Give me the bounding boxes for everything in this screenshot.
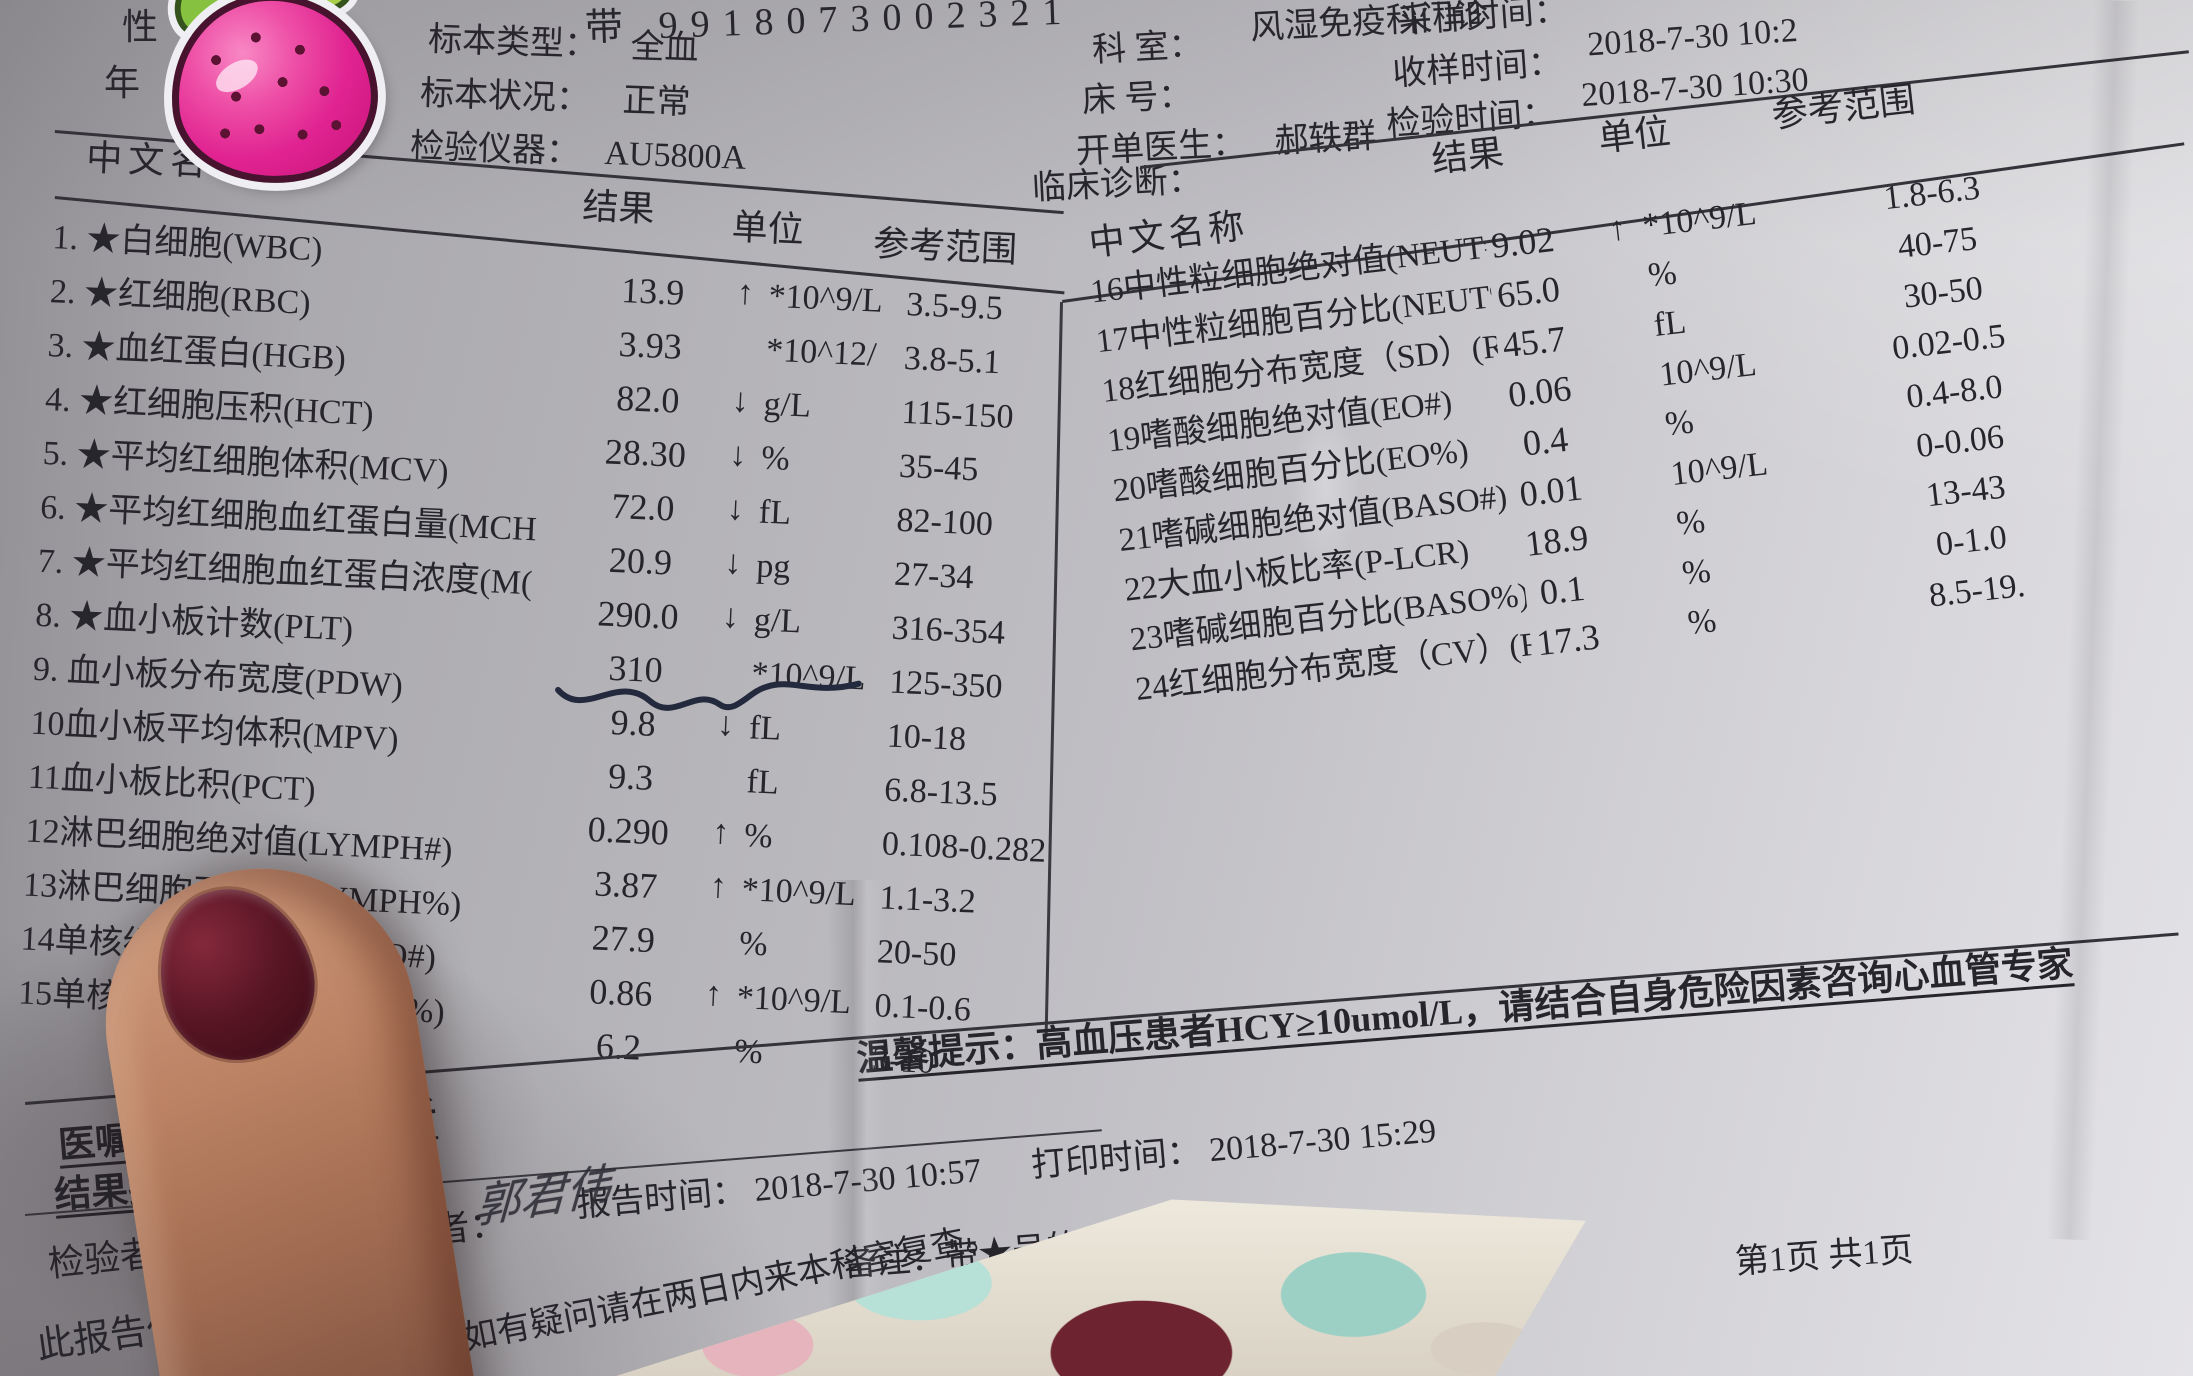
row-unit-cell: *10^9/L xyxy=(1640,194,1759,245)
right-col-result-header: 结果 xyxy=(1429,132,1506,181)
sex-label: 性 xyxy=(122,7,159,47)
row-unit-cell: % xyxy=(1680,552,1713,593)
department-label: 科 室： xyxy=(1091,26,1204,70)
right-col-range-header: 参考范围 xyxy=(1769,79,1918,136)
row-name-cell: 11血小板比积(PCT) xyxy=(27,758,317,809)
bed-label: 床 号： xyxy=(1081,77,1194,120)
row-unit-cell: % xyxy=(1685,602,1719,643)
row-unit-cell: % xyxy=(1646,254,1679,295)
row-unit-cell: % xyxy=(733,1032,764,1072)
row-name-cell: 4. ★红细胞压积(HCT) xyxy=(44,381,375,433)
row-result-cell: 9.02 xyxy=(1489,219,1557,266)
row-unit-cell: % xyxy=(1674,502,1707,543)
specimen-type-value: 全血 xyxy=(629,28,700,68)
paper-wrinkle-highlight xyxy=(1290,400,1360,570)
paper-fold-crease xyxy=(828,880,884,1376)
strawberry-sticker xyxy=(135,0,401,196)
row-name-cell: 2. ★红细胞(RBC) xyxy=(49,273,312,322)
sticker-gloss-highlight xyxy=(210,52,264,99)
specimen-status-value: 正常 xyxy=(621,82,692,122)
specimen-status-label: 标本状况： xyxy=(419,75,591,119)
right-col-unit-header: 单位 xyxy=(1596,111,1673,160)
row-name-cell: 8. ★血小板计数(PLT) xyxy=(34,596,354,649)
pen-squiggle-mark xyxy=(550,652,873,739)
age-label: 年 xyxy=(104,63,141,103)
row-name-cell: 3. ★血红蛋白(HGB) xyxy=(46,327,347,378)
cbc-table-right: 中文名称 结果 单位 参考范围 16中性粒细胞绝对值(NEUT#) 9.02 ↑… xyxy=(1035,9,2193,975)
row-result-cell: 6.2 xyxy=(595,1025,642,1068)
row-unit-cell: % xyxy=(1663,403,1696,444)
bed-row: 床 号： xyxy=(1081,77,1193,120)
row-unit-cell: fL xyxy=(1651,303,1688,345)
row-name-cell: 1. ★白细胞(WBC) xyxy=(51,219,324,269)
left-col-unit-header: 单位 xyxy=(730,206,805,251)
specimen-type-label: 标本类型： xyxy=(427,21,599,65)
left-col-result-header: 结果 xyxy=(581,186,656,230)
row-flag-cell: ↑ xyxy=(1606,209,1628,249)
